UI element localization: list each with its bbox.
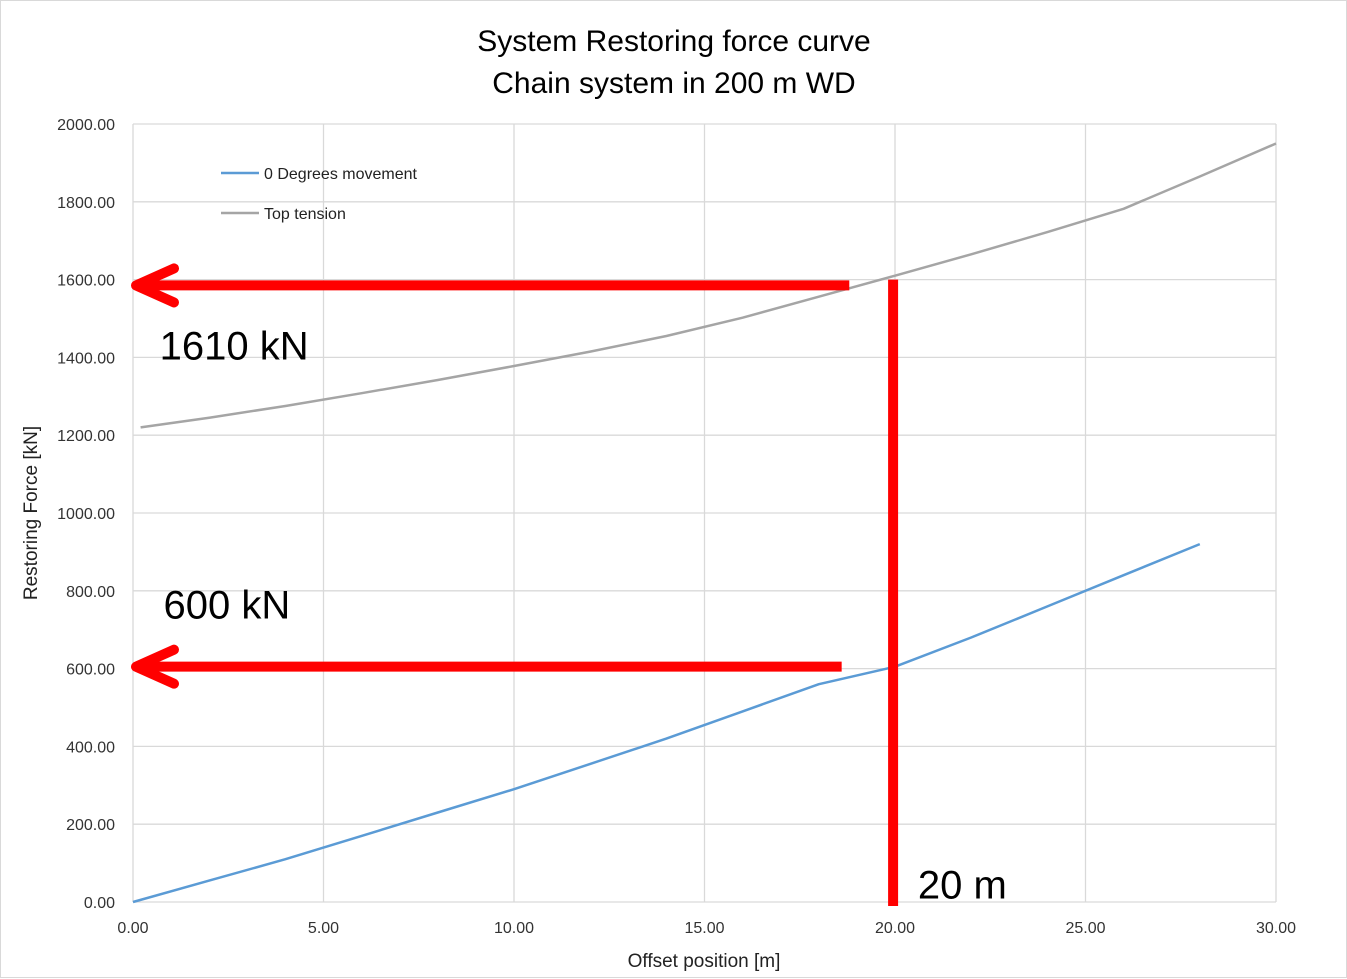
grid-lines	[132, 123, 1277, 903]
y-tick-label-1: 200.00	[66, 817, 115, 834]
legend-label-top-tension: Top tension	[264, 206, 346, 223]
x-tick-label-1: 5.00	[308, 920, 339, 937]
y-tick-label-8: 1600.00	[57, 273, 115, 290]
y-tick-label-7: 1400.00	[57, 350, 115, 367]
y-tick-label-2: 400.00	[66, 739, 115, 756]
y-tick-label-3: 600.00	[66, 662, 115, 679]
y-tick-labels: 0.00 200.00 400.00 600.00 800.00 1000.00 1200.…	[57, 117, 115, 912]
arrow-head-0	[131, 263, 179, 308]
red-markers	[131, 263, 899, 906]
y-tick-label-6: 1200.00	[57, 428, 115, 445]
x-tick-labels: 0.00 5.00 10.00 15.00 20.00 25.00 30.00	[117, 920, 1296, 937]
y-tick-label-5: 1000.00	[57, 506, 115, 523]
y-tick-label-9: 1800.00	[57, 195, 115, 212]
x-tick-label-3: 15.00	[684, 920, 724, 937]
legend: 0 Degrees movement Top tension	[221, 166, 418, 223]
chart-subtitle: Chain system in 200 m WD	[492, 67, 855, 100]
x-tick-label-2: 10.00	[494, 920, 534, 937]
x-axis-label: Offset position [m]	[628, 951, 781, 972]
y-axis-label: Restoring Force [kN]	[21, 426, 42, 600]
x-tick-label-5: 25.00	[1065, 920, 1105, 937]
y-tick-label-4: 800.00	[66, 584, 115, 601]
annotation-600-kn: 600 kN	[163, 583, 290, 627]
series-line-1	[140, 142, 1277, 429]
arrow-head-1	[131, 644, 179, 689]
y-tick-label-0: 0.00	[84, 895, 115, 912]
series-line-0	[132, 542, 1201, 904]
annotation-20-m: 20 m	[918, 863, 1007, 907]
series-lines	[132, 142, 1277, 904]
x-tick-label-0: 0.00	[117, 920, 148, 937]
x-tick-label-4: 20.00	[875, 920, 915, 937]
chart-title: System Restoring force curve	[477, 25, 870, 58]
y-tick-label-10: 2000.00	[57, 117, 115, 134]
legend-label-0-degrees: 0 Degrees movement	[264, 166, 418, 183]
annotation-1610-kn: 1610 kN	[160, 325, 309, 369]
x-tick-label-6: 30.00	[1256, 920, 1296, 937]
